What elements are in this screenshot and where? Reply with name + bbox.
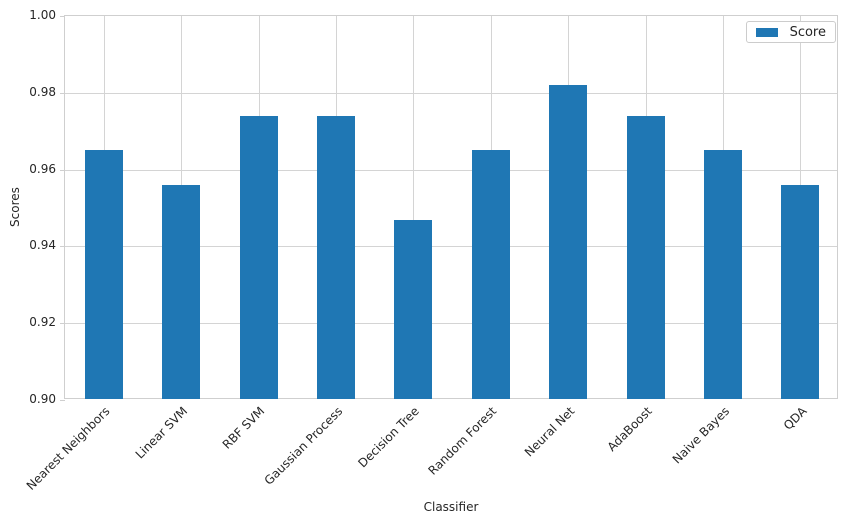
bar-nearest-neighbors — [84, 150, 123, 399]
x-tick-label-qda: QDA — [780, 404, 810, 433]
bar-naive-bayes — [703, 150, 742, 399]
y-tick-mark — [60, 400, 65, 401]
y-tick-mark — [60, 323, 65, 325]
x-tick-label-adaboost: AdaBoost — [604, 404, 655, 455]
x-tick-label-rbf-svm: RBF SVM — [219, 404, 268, 452]
y-tick-label: 1.00 — [29, 8, 56, 22]
bar-decision-tree — [394, 219, 433, 399]
y-tick-label: 0.90 — [29, 392, 56, 406]
x-tick-label-gaussian-process: Gaussian Process — [261, 404, 345, 488]
x-tick-label-random-forest: Random Forest — [425, 404, 500, 478]
y-axis-title: Scores — [8, 187, 22, 227]
legend-color-swatch — [755, 27, 778, 37]
x-axis-title: Classifier — [423, 500, 479, 514]
legend-label: Score — [789, 24, 826, 40]
legend: Score — [745, 21, 836, 43]
bar-gaussian-process — [316, 115, 355, 399]
gridline-horizontal — [65, 246, 837, 248]
x-tick-label-neural-net: Neural Net — [521, 404, 578, 460]
x-tick-label-naive-bayes: Naive Bayes — [669, 404, 732, 467]
x-tick-label-linear-svm: Linear SVM — [132, 404, 191, 462]
bar-adaboost — [626, 115, 665, 399]
gridline-horizontal — [65, 92, 837, 94]
y-tick-label: 0.98 — [29, 84, 56, 99]
bar-qda — [781, 184, 820, 399]
plot-area — [60, 15, 838, 401]
y-tick-mark — [60, 92, 65, 94]
bar-linear-svm — [162, 184, 201, 399]
y-tick-label: 0.96 — [29, 161, 56, 176]
y-tick-label: 0.94 — [29, 238, 56, 253]
y-tick-label: 0.92 — [29, 315, 56, 330]
y-tick-mark — [60, 169, 65, 171]
bar-rbf-svm — [239, 115, 278, 399]
y-tick-mark — [60, 16, 65, 17]
gridline-horizontal — [65, 323, 837, 325]
y-tick-mark — [60, 246, 65, 248]
bar-random-forest — [471, 150, 510, 399]
gridline-vertical — [413, 16, 415, 398]
x-tick-label-nearest-neighbors: Nearest Neighbors — [23, 404, 113, 493]
x-tick-label-decision-tree: Decision Tree — [355, 404, 423, 471]
bar-neural-net — [549, 85, 588, 399]
gridline-horizontal — [65, 169, 837, 171]
